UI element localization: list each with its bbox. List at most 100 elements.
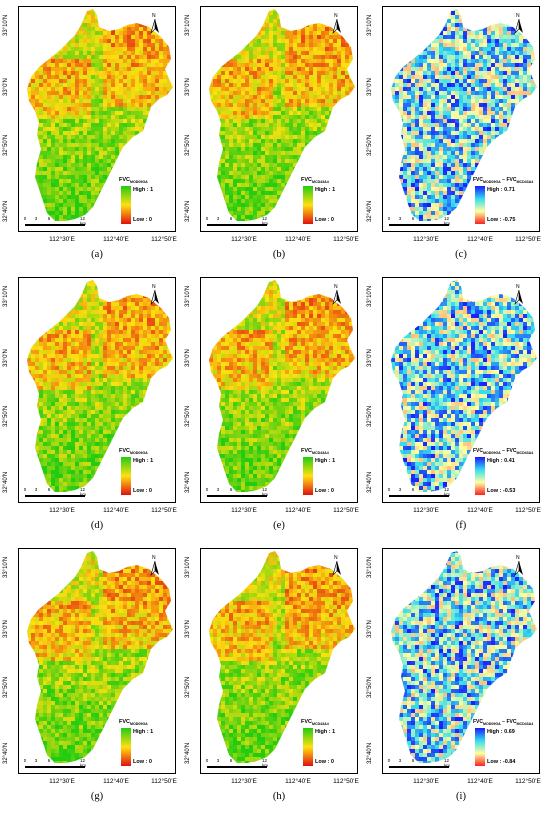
- scale-tick-label: 6: [412, 758, 415, 763]
- latitude-label: 32°50'N: [185, 677, 191, 698]
- north-label: N: [334, 284, 338, 290]
- scale-tick-label: 6: [48, 216, 51, 221]
- map-panel-e: 33°10'N 33°0'N 32°50'N 32°40'N N 0 3 6 12 km FVCM…: [185, 277, 362, 539]
- map-frame: N 0 3 6 12 km FVCMOD09GA High : 1 Low : 0: [18, 548, 176, 774]
- legend-low-label: Low : 0: [133, 759, 152, 765]
- panel-caption: (g): [91, 791, 103, 802]
- latitude-label: 33°0'N: [367, 620, 373, 638]
- latitude-label: 33°10'N: [185, 286, 191, 307]
- scale-tick-label: 6: [412, 487, 415, 492]
- scale-bar-graphic: [207, 766, 267, 768]
- map-legend: FVCMOD09GA High : 1 Low : 0: [119, 177, 175, 227]
- legend-low-label: Low : 0: [315, 217, 334, 223]
- scale-bar-graphic: [25, 766, 85, 768]
- fvc-raster-map: [27, 9, 173, 221]
- scale-tick-label: 3: [217, 758, 220, 763]
- map-panel-g: 33°10'N 33°0'N 32°50'N 32°40'N N 0 3 6 12 km FVCM…: [3, 548, 180, 810]
- latitude-label: 33°0'N: [185, 349, 191, 367]
- latitude-label: 33°10'N: [185, 557, 191, 578]
- map-legend: FVCMOD09GA − FVCMCD43A4 High : 0.71 Low : …: [473, 177, 539, 227]
- scale-bar: 0 3 6 12 km: [23, 758, 89, 770]
- scale-tick-label: 12 km: [262, 487, 268, 497]
- scale-tick-label: 0: [24, 216, 27, 221]
- north-arrow-icon: N: [331, 13, 343, 37]
- longitude-label: 112°30'E: [231, 507, 257, 514]
- scale-tick-label: 6: [48, 758, 51, 763]
- fvc-raster-map: [209, 9, 355, 221]
- legend-title: FVCMCD43A4: [301, 448, 329, 455]
- latitude-label: 32°50'N: [3, 677, 9, 698]
- legend-low-label: Low : 0: [315, 759, 334, 765]
- map-frame: N 0 3 6 12 km FVCMCD43A4 High : 1 Low : 0: [200, 548, 358, 774]
- legend-high-label: High : 1: [133, 187, 153, 193]
- map-panel-b: 33°10'N 33°0'N 32°50'N 32°40'N N 0 3 6 12 km FVCM…: [185, 6, 362, 268]
- legend-color-ramp: [121, 728, 131, 766]
- map-frame: N 0 3 6 12 km FVCMOD09GA High : 1 Low : 0: [18, 6, 176, 232]
- legend-low-label: Low : -0.53: [487, 488, 515, 494]
- scale-bar-graphic: [25, 224, 85, 226]
- fvc-raster-map: [209, 280, 355, 492]
- latitude-label: 32°50'N: [185, 406, 191, 427]
- legend-high-label: High : 1: [315, 458, 335, 464]
- north-label: N: [334, 13, 338, 19]
- legend-title: FVCMOD09GA: [119, 177, 148, 184]
- north-label: N: [152, 13, 156, 19]
- scale-bar: 0 3 6 12 km: [387, 487, 453, 499]
- latitude-label: 33°10'N: [3, 557, 9, 578]
- map-panel-i: 33°10'N 33°0'N 32°50'N 32°40'N N 0 3 6 12 km FVCM…: [367, 548, 544, 810]
- latitude-label: 32°50'N: [367, 406, 373, 427]
- latitude-label: 33°10'N: [367, 15, 373, 36]
- scale-bar-graphic: [389, 766, 449, 768]
- scale-tick-label: 3: [35, 487, 38, 492]
- legend-color-ramp: [303, 457, 313, 495]
- legend-high-label: High : 1: [315, 729, 335, 735]
- longitude-label: 112°50'E: [333, 236, 359, 243]
- legend-low-label: Low : -0.84: [487, 759, 515, 765]
- longitude-label: 112°40'E: [285, 236, 311, 243]
- scale-tick-label: 6: [230, 487, 233, 492]
- legend-color-ramp: [475, 186, 485, 224]
- fvc-raster-map: [391, 280, 537, 492]
- legend-high-label: High : 0.41: [487, 458, 515, 464]
- latitude-label: 33°10'N: [367, 557, 373, 578]
- scale-bar: 0 3 6 12 km: [387, 216, 453, 228]
- legend-color-ramp: [475, 457, 485, 495]
- scale-tick-label: 3: [35, 216, 38, 221]
- latitude-label: 32°40'N: [367, 472, 373, 493]
- map-panel-a: 33°10'N 33°0'N 32°50'N 32°40'N N 0 3 6 12 km FVCM…: [3, 6, 180, 268]
- map-legend: FVCMOD09GA High : 1 Low : 0: [119, 448, 175, 498]
- longitude-label: 112°50'E: [515, 236, 541, 243]
- map-legend: FVCMCD43A4 High : 1 Low : 0: [301, 448, 357, 498]
- map-frame: N 0 3 6 12 km FVCMOD09GA − FVCMCD43A4 High : 0…: [382, 6, 540, 232]
- legend-high-label: High : 1: [133, 729, 153, 735]
- legend-title: FVCMCD43A4: [301, 719, 329, 726]
- map-frame: N 0 3 6 12 km FVCMOD09GA − FVCMCD43A4 High : 0…: [382, 548, 540, 774]
- legend-high-label: High : 0.69: [487, 729, 515, 735]
- legend-title: FVCMOD09GA − FVCMCD43A4: [473, 448, 533, 455]
- latitude-label: 32°40'N: [3, 472, 9, 493]
- longitude-label: 112°30'E: [413, 236, 439, 243]
- longitude-label: 112°50'E: [151, 236, 177, 243]
- scale-tick-label: 6: [412, 216, 415, 221]
- map-legend: FVCMCD43A4 High : 1 Low : 0: [301, 719, 357, 769]
- latitude-label: 33°0'N: [367, 349, 373, 367]
- panel-caption: (i): [456, 791, 466, 802]
- legend-color-ramp: [475, 728, 485, 766]
- scale-tick-label: 12 km: [80, 758, 86, 768]
- scale-tick-label: 3: [399, 758, 402, 763]
- map-legend: FVCMOD09GA − FVCMCD43A4 High : 0.69 Low : …: [473, 719, 539, 769]
- longitude-label: 112°50'E: [333, 778, 359, 785]
- latitude-label: 32°40'N: [185, 743, 191, 764]
- latitude-label: 33°10'N: [3, 15, 9, 36]
- north-arrow-icon: N: [513, 555, 525, 579]
- north-arrow-icon: N: [149, 13, 161, 37]
- north-arrow-icon: N: [149, 284, 161, 308]
- longitude-label: 112°40'E: [467, 507, 493, 514]
- map-panel-d: 33°10'N 33°0'N 32°50'N 32°40'N N 0 3 6 12 km FVCM…: [3, 277, 180, 539]
- fvc-raster-map: [391, 9, 537, 221]
- fvc-raster-map: [27, 280, 173, 492]
- scale-tick-label: 12 km: [444, 758, 450, 768]
- latitude-label: 32°40'N: [367, 201, 373, 222]
- latitude-label: 33°10'N: [367, 286, 373, 307]
- latitude-label: 32°40'N: [185, 472, 191, 493]
